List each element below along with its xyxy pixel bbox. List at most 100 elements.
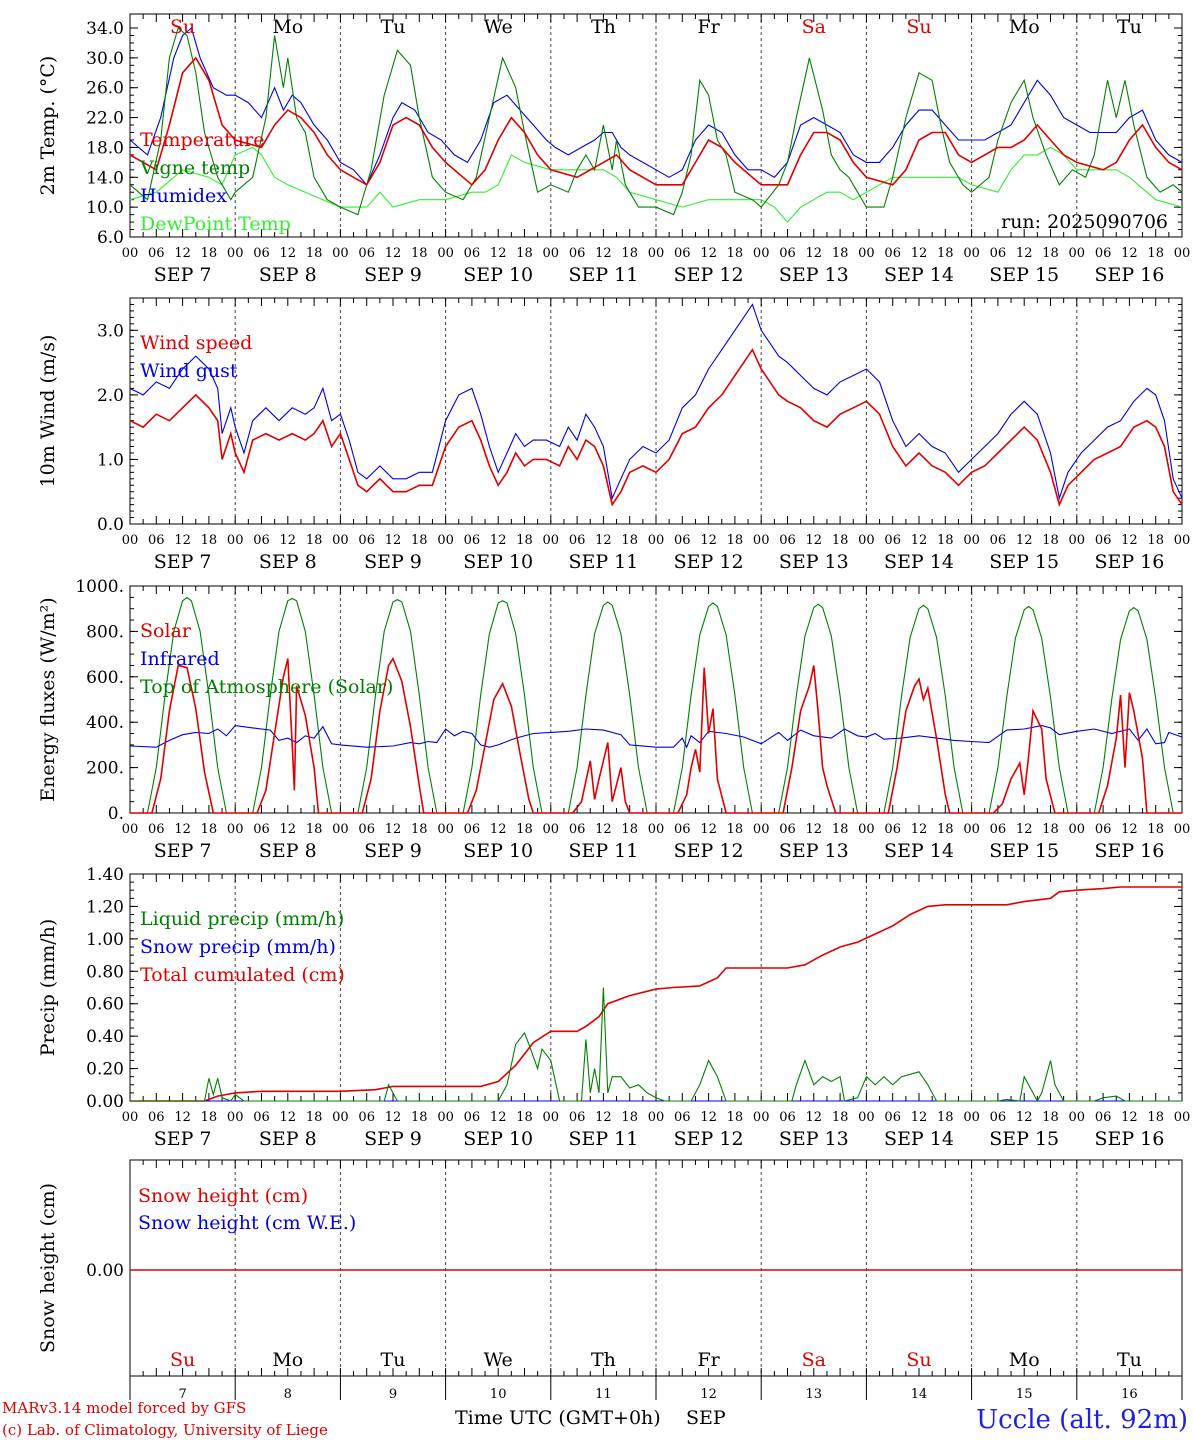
date-label: SEP 8 [259, 840, 317, 862]
day-name-bottom: Tu [1117, 1349, 1142, 1371]
legend-entry: Vigne temp [139, 157, 250, 179]
day-number: 12 [700, 1387, 717, 1402]
hour-tick-label: 12 [911, 1110, 928, 1125]
hour-tick-label: 06 [358, 246, 375, 261]
hour-tick-label: 12 [700, 246, 717, 261]
hour-tick-label: 18 [411, 1110, 428, 1125]
hour-tick-label: 12 [490, 246, 507, 261]
day-number: 9 [389, 1387, 397, 1402]
date-label: SEP 7 [154, 840, 212, 862]
series-line-vigne-temp [129, 27, 1183, 216]
hour-tick-label: 12 [806, 533, 823, 548]
y-tick-label: 0.40 [86, 1027, 124, 1047]
hour-tick-label: 06 [358, 1110, 375, 1125]
day-name-bottom: Su [906, 1349, 931, 1371]
day-name-top: Tu [381, 16, 406, 38]
hour-tick-label: 18 [832, 246, 849, 261]
hour-tick-label: 00 [332, 822, 349, 837]
hour-tick-label: 12 [595, 1110, 612, 1125]
hour-tick-label: 00 [543, 822, 560, 837]
hour-tick-label: 00 [332, 246, 349, 261]
hour-tick-label: 00 [332, 1110, 349, 1125]
hour-tick-label: 00 [963, 246, 980, 261]
date-label: SEP 16 [1094, 840, 1164, 862]
date-label: SEP 12 [674, 840, 744, 862]
hour-tick-label: 18 [937, 533, 954, 548]
hour-tick-label: 18 [832, 822, 849, 837]
credit-model: MARv3.14 model forced by GFS [2, 1399, 246, 1417]
hour-tick-label: 00 [753, 822, 770, 837]
y-tick-label: 0.00 [86, 1261, 124, 1281]
y-axis-title: 2m Temp. (°C) [37, 56, 59, 196]
series-line-temperature [129, 56, 1183, 186]
hour-tick-label: 00 [648, 822, 665, 837]
y-tick-label: 1000. [75, 577, 124, 597]
hour-tick-label: 00 [122, 822, 139, 837]
hour-tick-label: 06 [779, 533, 796, 548]
day-name-bottom: Mo [272, 1349, 303, 1371]
y-tick-label: 0. [108, 804, 124, 824]
series-line-total-cumulated-cm [130, 886, 1182, 1102]
hour-tick-label: 18 [1042, 1110, 1059, 1125]
day-name-bottom: Mo [1009, 1349, 1040, 1371]
hour-tick-label: 00 [753, 1110, 770, 1125]
hour-tick-label: 18 [201, 533, 218, 548]
series-line-infrared [129, 725, 1183, 749]
hour-tick-label: 12 [1121, 822, 1138, 837]
hour-tick-label: 18 [306, 533, 323, 548]
hour-tick-label: 00 [858, 1110, 875, 1125]
hour-tick-label: 18 [516, 1110, 533, 1125]
y-tick-label: 0.60 [86, 995, 124, 1015]
day-name-bottom: Th [591, 1349, 616, 1371]
hour-tick-label: 06 [884, 533, 901, 548]
date-label: SEP 10 [463, 840, 533, 862]
series-group [130, 886, 1182, 1103]
y-tick-label: 1.40 [86, 865, 124, 885]
hour-tick-label: 00 [437, 246, 454, 261]
day-name-top: Sa [802, 16, 826, 38]
hour-tick-label: 00 [437, 533, 454, 548]
date-label: SEP 16 [1094, 264, 1164, 286]
date-label: SEP 11 [568, 840, 638, 862]
legend-entry: Wind gust [140, 360, 238, 382]
hour-tick-label: 00 [1174, 1110, 1191, 1125]
hour-tick-label: 06 [884, 246, 901, 261]
legend-entry: Snow precip (mm/h) [140, 936, 336, 958]
hour-tick-label: 06 [148, 246, 165, 261]
y-axis-title: Precip (mm/h) [37, 919, 59, 1057]
hour-tick-label: 06 [884, 822, 901, 837]
hour-tick-label: 00 [963, 822, 980, 837]
station-label: Uccle (alt. 92m) [976, 1405, 1188, 1435]
day-name-bottom: Fr [697, 1349, 720, 1371]
hour-tick-label: 18 [832, 533, 849, 548]
hour-tick-label: 00 [1174, 246, 1191, 261]
date-label: SEP 14 [884, 1128, 954, 1150]
y-tick-label: 1.20 [86, 897, 124, 917]
legend-entry: Snow height (cm W.E.) [138, 1212, 356, 1234]
hour-tick-label: 12 [385, 1110, 402, 1125]
hour-tick-label: 18 [1042, 533, 1059, 548]
y-tick-label: 26.0 [86, 79, 124, 99]
hour-tick-label: 06 [569, 822, 586, 837]
series-group [129, 596, 1183, 814]
date-label: SEP 10 [463, 264, 533, 286]
hour-tick-label: 12 [700, 533, 717, 548]
hour-tick-label: 12 [1121, 533, 1138, 548]
y-tick-label: 10.0 [86, 198, 124, 218]
hour-tick-label: 00 [753, 246, 770, 261]
hour-tick-label: 00 [437, 1110, 454, 1125]
hour-tick-label: 12 [174, 1110, 191, 1125]
hour-tick-label: 00 [122, 1110, 139, 1125]
y-tick-label: 14.0 [86, 168, 124, 188]
day-number: 7 [178, 1387, 186, 1402]
hour-tick-label: 06 [148, 822, 165, 837]
hour-tick-label: 00 [1174, 822, 1191, 837]
date-label: SEP 13 [779, 840, 849, 862]
series-line-humidex [129, 27, 1183, 186]
day-number: 15 [1016, 1387, 1033, 1402]
hour-tick-label: 06 [464, 533, 481, 548]
date-label: SEP 14 [884, 264, 954, 286]
hour-tick-label: 00 [122, 246, 139, 261]
y-tick-label: 18.0 [86, 138, 124, 158]
